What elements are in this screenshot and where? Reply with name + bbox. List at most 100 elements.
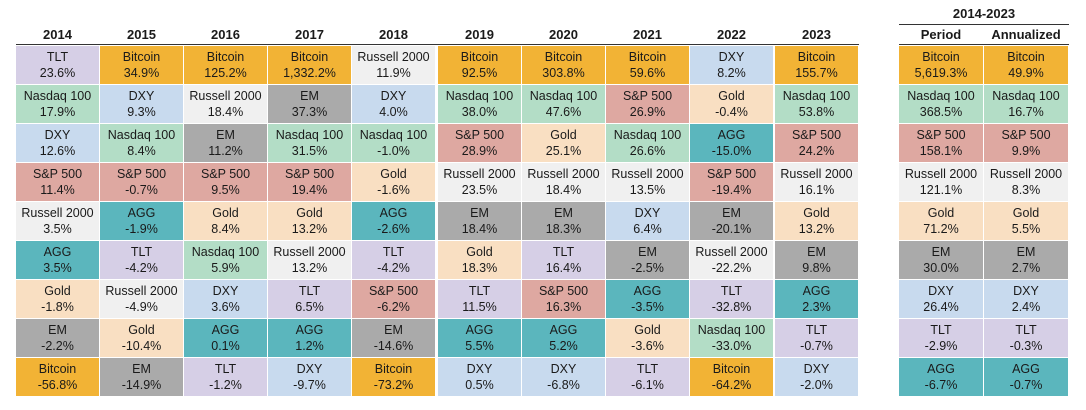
return-cell: S&P 500 9.5% [184,163,267,201]
asset-name: AGG [465,323,494,337]
return-value: 18.4% [461,222,498,236]
return-value: -10.4% [121,339,162,353]
return-value: 12.6% [39,144,76,158]
return-value: -2.6% [377,222,410,236]
return-cell: Bitcoin 1,332.2% [268,46,351,84]
return-cell: EM 37.3% [268,85,351,123]
year-header: 2022 [717,27,746,42]
asset-name: Russell 2000 [189,89,262,103]
return-value: -19.4% [711,183,752,197]
return-value: 59.6% [629,66,666,80]
return-value: -3.5% [631,300,664,314]
return-cell: TLT 23.6% [16,46,99,84]
asset-name: Russell 2000 [780,167,853,181]
return-value: 26.9% [629,105,666,119]
return-value: 25.1% [545,144,582,158]
asset-name: S&P 500 [454,128,505,142]
asset-name: S&P 500 [284,167,335,181]
period-return-cell: Bitcoin 5,619.3% [899,46,983,84]
asset-name: S&P 500 [368,284,419,298]
return-value: -0.7% [125,183,158,197]
return-value: -56.8% [37,378,78,392]
asset-name: AGG [717,128,746,142]
asset-name: EM [300,89,319,103]
asset-name: Russell 2000 [904,167,978,181]
asset-name: S&P 500 [1001,128,1051,142]
return-value: 11.9% [376,66,411,80]
return-value: 155.7% [795,66,838,80]
return-value: 24.2% [798,144,835,158]
return-value: 3.6% [211,300,240,314]
asset-name: Bitcoin [1007,50,1045,64]
asset-name: Nasdaq 100 [445,89,514,103]
asset-name: Russell 2000 [105,284,178,298]
asset-name: EM [807,245,826,259]
return-value: 11.2% [208,144,243,158]
year-header: 2020 [549,27,578,42]
asset-name: Nasdaq 100 [107,128,176,142]
return-cell: Bitcoin 155.7% [775,46,858,84]
asset-name: Nasdaq 100 [613,128,682,142]
return-cell: Bitcoin -64.2% [690,358,773,396]
return-value: 17.9% [39,105,76,119]
asset-name: Gold [296,206,323,220]
asset-name: Gold [466,245,493,259]
asset-name: Russell 2000 [357,50,430,64]
asset-name: Gold [212,206,239,220]
annualized-return-cell: Nasdaq 100 16.7% [984,85,1068,123]
period-return-cell: TLT -2.9% [899,319,983,357]
return-value: -1.0% [377,144,410,158]
return-value: 13.2% [291,222,328,236]
asset-name: DXY [718,50,745,64]
asset-name: AGG [1012,362,1040,376]
return-cell: Nasdaq 100 5.9% [184,241,267,279]
asset-name: DXY [928,284,954,298]
asset-name: TLT [720,284,743,298]
asset-name: TLT [805,323,828,337]
period-return-cell: Nasdaq 100 368.5% [899,85,983,123]
return-cell: AGG 0.1% [184,319,267,357]
asset-name: EM [132,362,151,376]
return-value: 28.9% [461,144,498,158]
return-cell: S&P 500 16.3% [522,280,605,318]
asset-name: Nasdaq 100 [697,323,766,337]
asset-name: Russell 2000 [273,245,346,259]
asset-name: S&P 500 [622,89,673,103]
return-cell: Bitcoin 34.9% [100,46,183,84]
return-cell: DXY 9.3% [100,85,183,123]
return-value: 5.5% [465,339,494,353]
asset-name: Nasdaq 100 [191,245,260,259]
return-cell: EM -2.5% [606,241,689,279]
asset-name: EM [638,245,657,259]
return-value: 2.7% [1011,261,1041,275]
return-value: -1.8% [41,300,74,314]
return-cell: DXY -6.8% [522,358,605,396]
return-cell: AGG -1.9% [100,202,183,240]
asset-name: Nasdaq 100 [992,89,1060,103]
asset-name: TLT [382,245,405,259]
return-cell: AGG 5.5% [438,319,521,357]
return-value: 1.2% [295,339,324,353]
period-return-cell: DXY 26.4% [899,280,983,318]
return-cell: Gold -0.4% [690,85,773,123]
asset-name: EM [216,128,235,142]
asset-name: EM [722,206,741,220]
asset-name: Russell 2000 [695,245,768,259]
return-cell: DXY -9.7% [268,358,351,396]
asset-name: AGG [927,362,955,376]
asset-name: Nasdaq 100 [529,89,598,103]
return-value: 9.9% [1011,144,1041,158]
return-cell: TLT 11.5% [438,280,521,318]
asset-name: Bitcoin [544,50,583,64]
asset-name: Nasdaq 100 [907,89,975,103]
period-return-cell: Russell 2000 121.1% [899,163,983,201]
return-cell: Nasdaq 100 53.8% [775,85,858,123]
return-value: 31.5% [291,144,328,158]
return-value: 0.5% [465,378,494,392]
return-cell: DXY 3.6% [184,280,267,318]
year-header: 2014 [43,27,72,42]
return-cell: Bitcoin -73.2% [352,358,435,396]
return-cell: TLT -0.7% [775,319,858,357]
return-cell: DXY 8.2% [690,46,773,84]
return-cell: S&P 500 11.4% [16,163,99,201]
